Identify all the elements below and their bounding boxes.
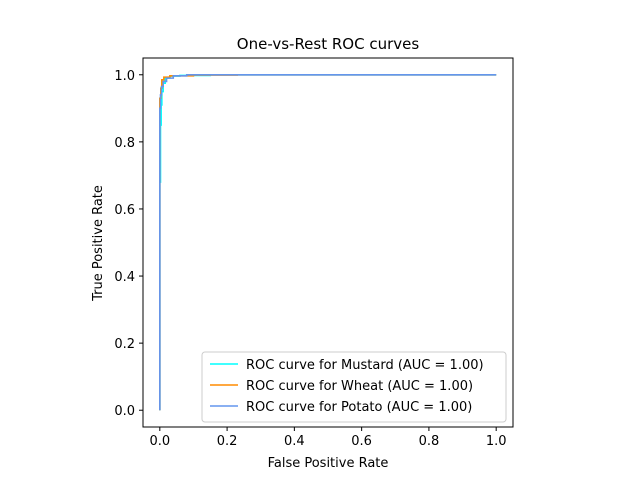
legend-box: [201, 351, 507, 423]
chart-title: One-vs-Rest ROC curves: [237, 35, 420, 53]
y-tick-label: 0.6: [114, 203, 135, 218]
roc-curves: [159, 73, 497, 411]
axis-ticks: 0.0 0.2 0.4 0.6 0.8 1.0 0.0 0.2 0.4 0.6 0.8 1.0: [114, 69, 506, 449]
legend-entry: ROC curve for Wheat (AUC = 1.00): [246, 379, 473, 394]
roc-curve-series-2: [159, 73, 497, 411]
y-tick-label: 0.4: [114, 270, 135, 285]
x-tick-label: 0.4: [284, 434, 305, 449]
y-tick-label: 0.8: [114, 136, 135, 151]
plot-frame: [142, 57, 514, 428]
x-tick-label: 0.6: [351, 434, 372, 449]
x-axis-label: False Positive Rate: [268, 456, 389, 471]
x-tick-label: 0.0: [149, 434, 170, 449]
x-tick-label: 0.2: [217, 434, 238, 449]
x-tick-label: 0.8: [419, 434, 440, 449]
y-axis-label: True Positive Rate: [91, 185, 106, 302]
legend-entry: ROC curve for Potato (AUC = 1.00): [246, 400, 472, 415]
legend-entry: ROC curve for Mustard (AUC = 1.00): [246, 358, 484, 373]
x-tick-label: 1.0: [486, 434, 507, 449]
y-tick-label: 0.2: [114, 337, 135, 352]
y-tick-label: 1.0: [114, 69, 135, 84]
legend: ROC curve for Mustard (AUC = 1.00) ROC cu…: [201, 351, 507, 423]
y-tick-label: 0.0: [114, 404, 135, 419]
